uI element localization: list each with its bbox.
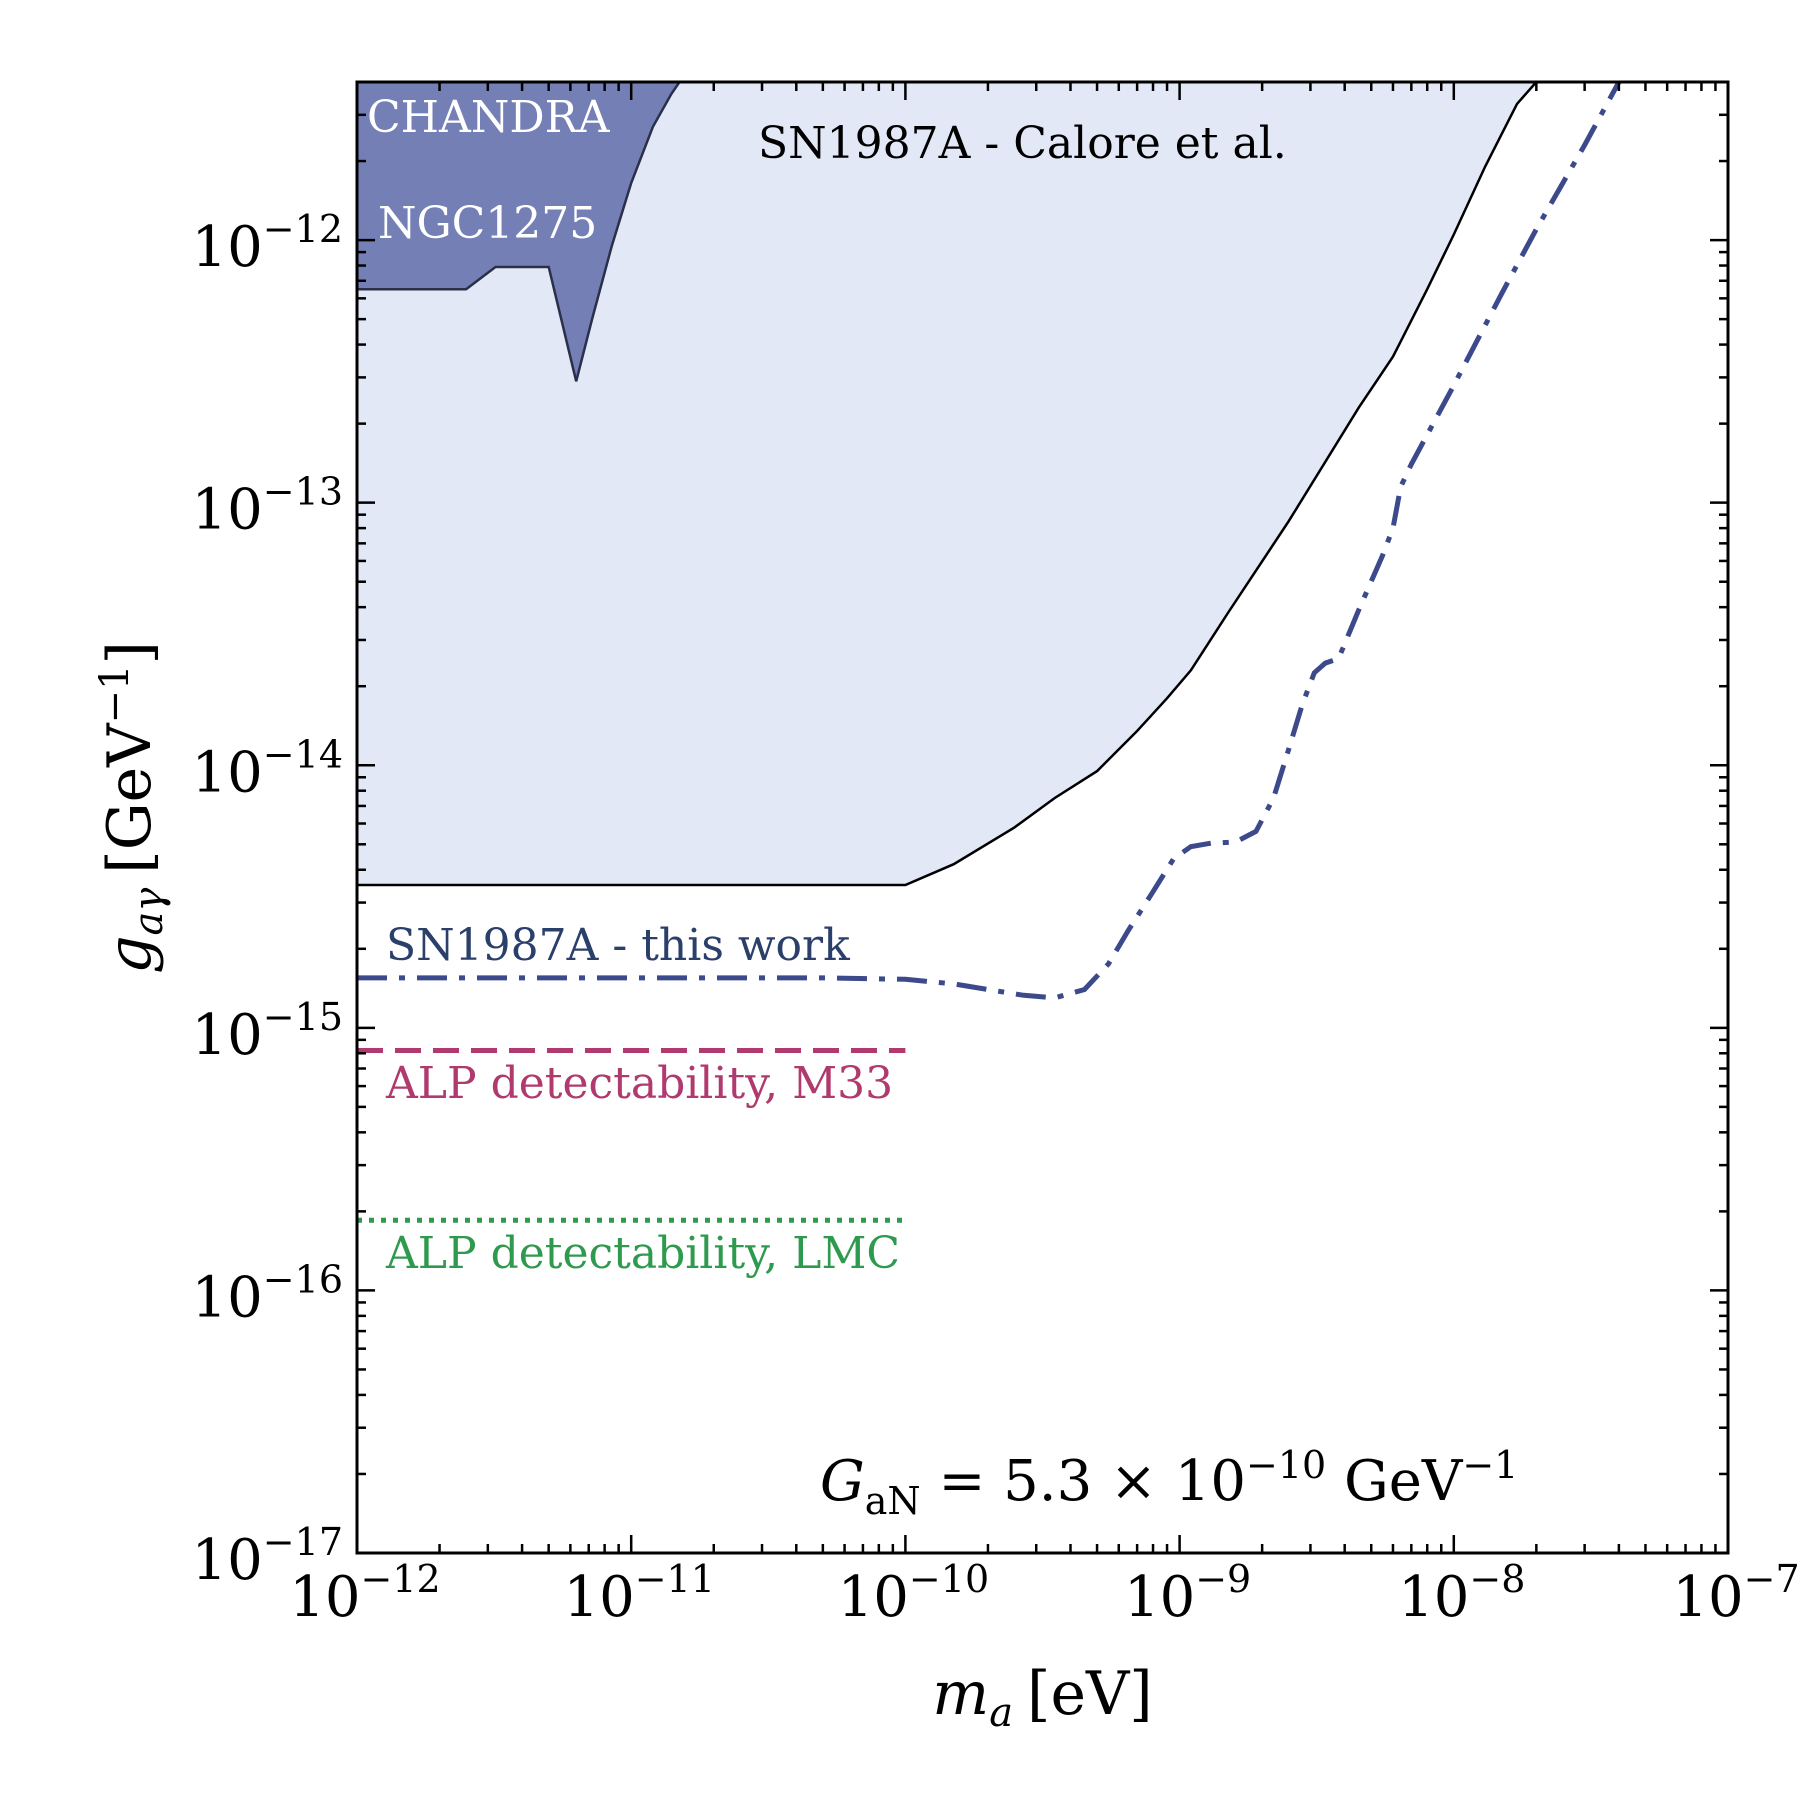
x-axis-unit: [eV] xyxy=(1027,1659,1153,1729)
x-tick-label-base: 10 xyxy=(289,1565,360,1630)
y-axis-title: gaγ [GeV−1] xyxy=(92,641,172,974)
y-tick-label-exponent: −13 xyxy=(263,470,343,514)
region-label-ngc1275: NGC1275 xyxy=(378,198,597,249)
plot-frame xyxy=(355,80,1730,1555)
annotation-value: = 5.3 × 10 xyxy=(921,1449,1246,1514)
series-label-lmc: ALP detectability, LMC xyxy=(385,1228,900,1279)
x-axis-symbol: m xyxy=(932,1659,989,1729)
coupling-annotation: GaN = 5.3 × 10−10 GeV−1 xyxy=(820,1443,1518,1523)
x-tick-label: 10−8 xyxy=(1398,1557,1525,1630)
x-tick-label: 10−7 xyxy=(1672,1557,1799,1630)
annotation-symbol: G xyxy=(820,1449,865,1514)
y-axis-unit-close: ] xyxy=(95,641,165,664)
x-tick-label-exponent: −7 xyxy=(1744,1557,1800,1601)
y-tick-label-exponent: −16 xyxy=(263,1257,343,1301)
region-label-calore: SN1987A - Calore et al. xyxy=(758,118,1287,169)
x-tick-label-base: 10 xyxy=(1672,1565,1743,1630)
x-tick-label: 10−10 xyxy=(838,1557,989,1630)
y-tick-label: 10−12 xyxy=(192,207,343,280)
y-tick-label-base: 10 xyxy=(192,215,263,280)
x-axis-subscript: a xyxy=(989,1690,1013,1736)
series-line-this-work xyxy=(357,82,1622,1001)
y-tick-label: 10−17 xyxy=(192,1520,343,1593)
region-label-chandra: CHANDRA xyxy=(367,92,611,143)
x-tick-label-exponent: −8 xyxy=(1469,1557,1525,1601)
y-tick-label: 10−14 xyxy=(192,732,343,805)
annotation-unit: GeV xyxy=(1326,1449,1464,1514)
y-tick-label-base: 10 xyxy=(192,1528,263,1593)
x-axis-title: ma [eV] xyxy=(932,1659,1152,1736)
region-calore-boundary xyxy=(357,82,1538,887)
region-chandra-boundary xyxy=(357,82,681,382)
y-tick-label-base: 10 xyxy=(192,1003,263,1068)
annotation-unit-exponent: −1 xyxy=(1462,1443,1518,1487)
y-tick-label-exponent: −12 xyxy=(263,207,343,251)
x-tick-label: 10−9 xyxy=(1124,1557,1251,1630)
x-tick-label: 10−11 xyxy=(563,1557,714,1630)
series-label-m33: ALP detectability, M33 xyxy=(385,1058,893,1109)
x-tick-label-base: 10 xyxy=(1124,1565,1195,1630)
y-tick-label: 10−15 xyxy=(192,995,343,1068)
ticks-layer: 10−12 10−11 10−10 10−9 10−8 10−710−1710−1610−… xyxy=(192,80,1800,1630)
y-tick-label: 10−16 xyxy=(192,1257,343,1330)
x-tick-label-exponent: −12 xyxy=(361,1557,441,1601)
y-tick-label-base: 10 xyxy=(192,1265,263,1330)
x-tick-label-base: 10 xyxy=(1398,1565,1469,1630)
region-calore-fill xyxy=(357,82,1537,885)
series-label-this-work: SN1987A - this work xyxy=(386,920,850,971)
y-axis-unit: [GeV xyxy=(95,722,165,874)
x-tick-label-base: 10 xyxy=(838,1565,909,1630)
y-axis-subscript: aγ xyxy=(126,888,172,936)
y-axis-unit-exponent: −1 xyxy=(92,665,138,724)
y-axis-symbol: g xyxy=(95,935,165,973)
y-tick-label-exponent: −15 xyxy=(263,995,343,1039)
x-tick-label: 10−12 xyxy=(289,1557,440,1630)
y-tick-label-exponent: −17 xyxy=(263,1520,343,1564)
region-chandra-fill xyxy=(357,82,680,382)
series-layer xyxy=(357,82,1622,1223)
x-tick-label-exponent: −10 xyxy=(909,1557,989,1601)
annotation-subscript: aN xyxy=(865,1479,921,1523)
x-tick-label-exponent: −11 xyxy=(635,1557,715,1601)
x-tick-label-base: 10 xyxy=(563,1565,634,1630)
y-tick-label-base: 10 xyxy=(192,478,263,543)
regions-layer xyxy=(357,82,1538,887)
y-tick-label-base: 10 xyxy=(192,740,263,805)
annotation-exponent: −10 xyxy=(1246,1443,1326,1487)
x-tick-label-exponent: −9 xyxy=(1195,1557,1251,1601)
y-tick-label: 10−13 xyxy=(192,470,343,543)
y-tick-label-exponent: −14 xyxy=(263,732,343,776)
